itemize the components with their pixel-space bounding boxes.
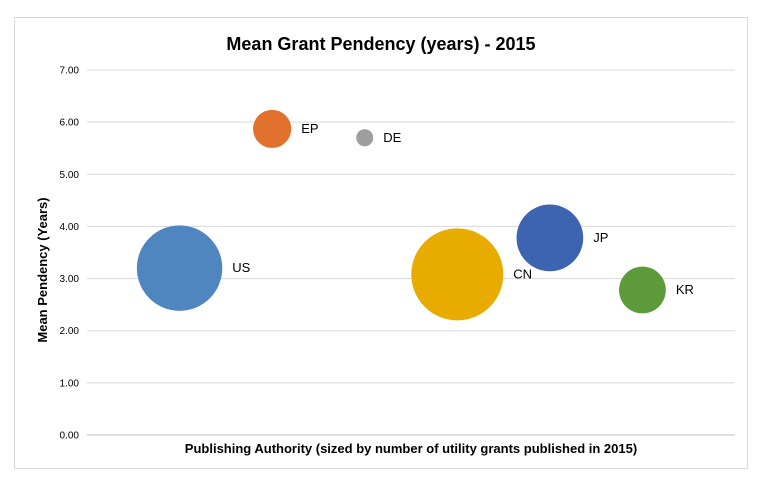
bubble-us: [136, 225, 223, 311]
bubble-cn: [411, 228, 504, 321]
y-tick-label: 5.00: [60, 170, 80, 181]
bubble-chart: Mean Grant Pendency (years) - 2015 0.00 1…: [35, 34, 735, 456]
bubble-kr: [619, 266, 666, 314]
data-label-ep: EP: [301, 121, 318, 136]
bubble-ep: [253, 109, 292, 149]
y-tick-label: 0.00: [60, 431, 80, 442]
y-tick-label: 7.00: [60, 66, 80, 77]
y-tick-label: 3.00: [60, 274, 80, 285]
bubbles: [136, 109, 666, 321]
data-label-us: US: [232, 260, 250, 275]
data-label-de: DE: [383, 130, 401, 145]
chart-title: Mean Grant Pendency (years) - 2015: [226, 34, 535, 54]
y-tick-label: 2.00: [60, 326, 80, 337]
y-tick-label: 4.00: [60, 222, 80, 233]
y-tick-label: 1.00: [60, 378, 80, 389]
data-label-kr: KR: [676, 282, 694, 297]
y-tick-labels: 0.00 1.00 2.00 3.00 4.00 5.00 6.00 7.00: [60, 66, 80, 442]
x-axis-title: Publishing Authority (sized by number of…: [185, 441, 637, 456]
data-label-cn: CN: [513, 266, 532, 281]
y-tick-label: 6.00: [60, 118, 80, 129]
y-axis-title: Mean Pendency (Years): [35, 197, 50, 342]
data-label-jp: JP: [593, 230, 608, 245]
chart-frame: Mean Grant Pendency (years) - 2015 0.00 1…: [14, 17, 748, 469]
bubble-jp: [516, 204, 584, 272]
bubble-de: [356, 129, 374, 147]
data-labels: US EP DE CN JP KR: [232, 121, 694, 297]
